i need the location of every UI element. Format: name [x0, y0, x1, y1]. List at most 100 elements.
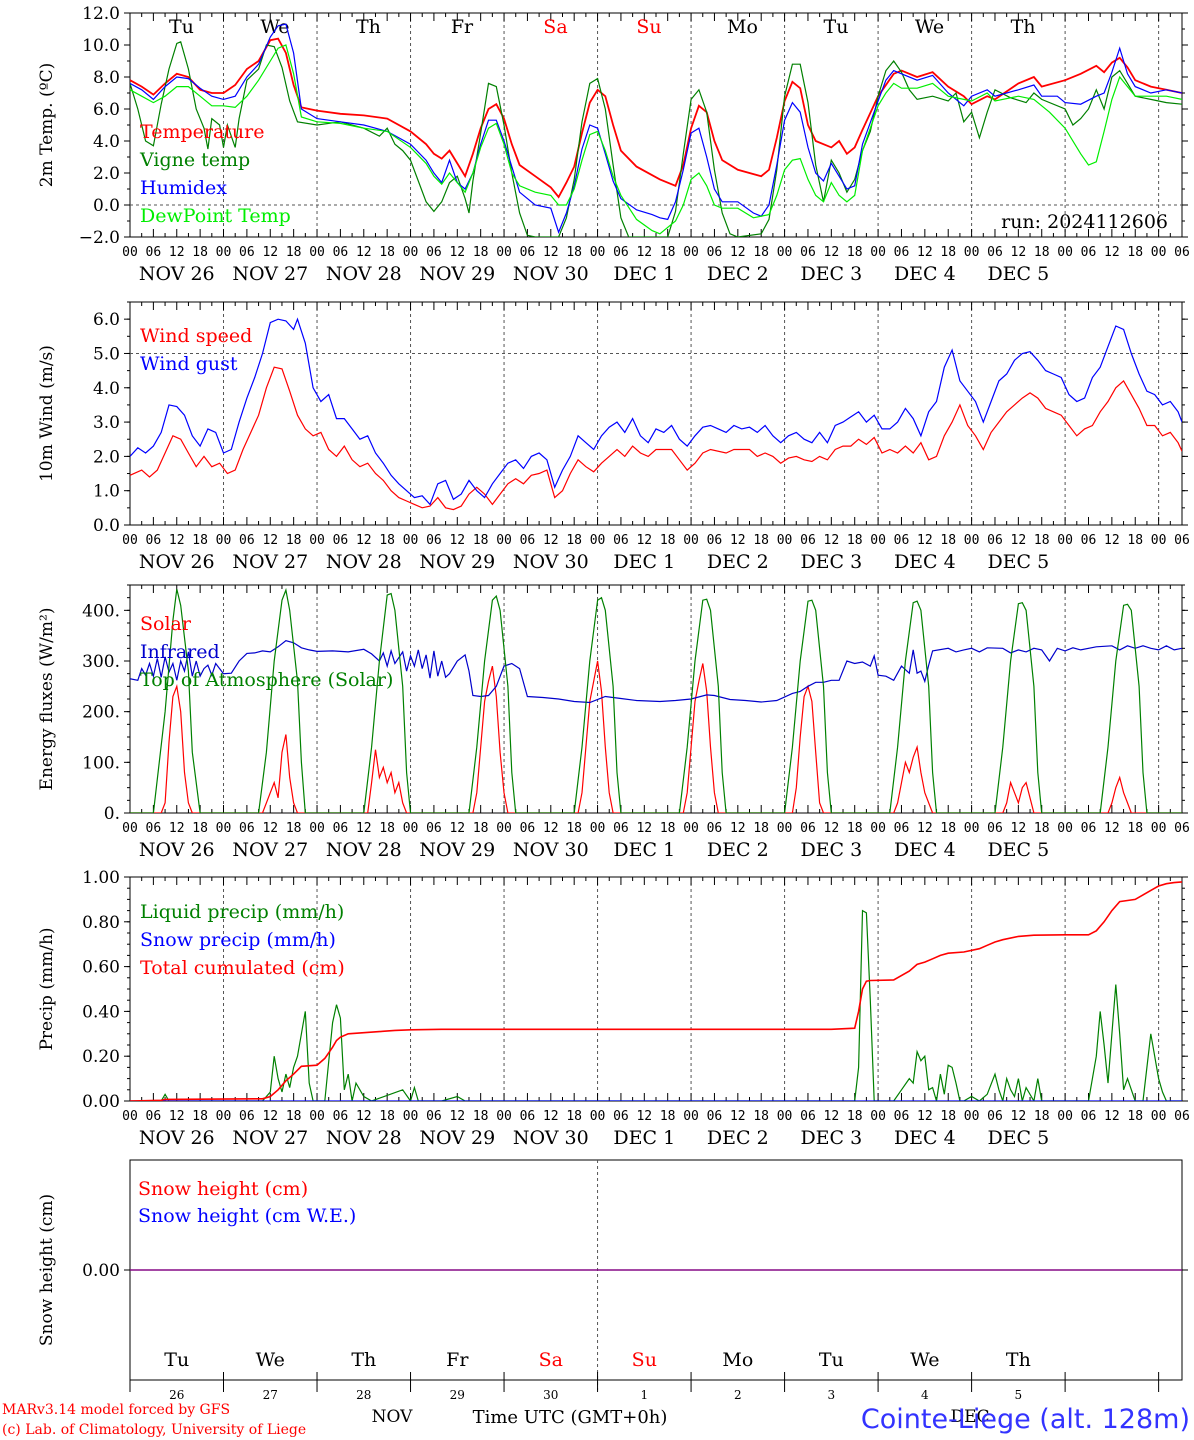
hour-tick-label: 06 — [333, 821, 349, 836]
hour-tick-label: 12 — [917, 245, 933, 260]
y-tick-label: 10.0 — [82, 36, 120, 56]
hour-tick-label: 06 — [426, 533, 442, 548]
date-label: DEC 1 — [613, 839, 675, 861]
panel-1: 12.0 10.0 8.0 6.0 4.0 2.0 0.0 −2.0 2m Temp. (ºC)… — [37, 4, 1190, 285]
hour-tick-label: 00 — [777, 533, 793, 548]
hour-tick-label: 18 — [660, 821, 676, 836]
hour-tick-label: 00 — [870, 533, 886, 548]
date-label: DEC 3 — [800, 263, 862, 285]
hour-tick-label: 06 — [146, 821, 162, 836]
panel-4: 1.00 0.80 0.60 0.40 0.20 0.00 Precip (mm/h) 00 0… — [37, 868, 1190, 1149]
hour-tick-label: 12 — [262, 1109, 278, 1124]
y-axis-title: Snow height (cm) — [37, 1194, 57, 1346]
hour-tick-label: 00 — [309, 245, 325, 260]
hour-tick-label: 00 — [777, 821, 793, 836]
hour-tick-label: 06 — [987, 245, 1003, 260]
hour-tick-label: 00 — [870, 821, 886, 836]
weekday-label: Mo — [727, 16, 758, 38]
panel-3: 400. 300. 200. 100. 0. Energy fluxes (W/m²) 00… — [37, 584, 1190, 861]
date-label: NOV 26 — [139, 1127, 215, 1149]
hour-tick-label: 00 — [496, 245, 512, 260]
date-label: NOV 28 — [326, 263, 402, 285]
hour-tick-label: 12 — [636, 1109, 652, 1124]
hour-tick-label: 12 — [169, 533, 185, 548]
series-line-infrared — [130, 640, 1182, 704]
hour-tick-label: 18 — [660, 245, 676, 260]
hour-tick-label: 00 — [122, 821, 138, 836]
hour-tick-label: 18 — [286, 245, 302, 260]
hour-tick-label: 12 — [824, 1109, 840, 1124]
hour-tick-label: 18 — [192, 245, 208, 260]
hour-tick-label: 06 — [800, 533, 816, 548]
meteogram-panels: 12.010.08.06.04.02.00.0−2.02m Temp. (ºC)… — [37, 4, 1190, 1402]
hour-tick-label: 00 — [1057, 533, 1073, 548]
hour-tick-label: 00 — [1151, 1109, 1167, 1124]
hour-tick-label: 06 — [146, 245, 162, 260]
date-label: DEC 5 — [987, 551, 1049, 573]
hour-tick-label: 18 — [940, 821, 956, 836]
hour-tick-label: 18 — [379, 821, 395, 836]
date-label: NOV 28 — [326, 1127, 402, 1149]
hour-tick-label: 06 — [987, 533, 1003, 548]
hour-tick-label: 06 — [146, 533, 162, 548]
hour-tick-label: 00 — [870, 245, 886, 260]
day-number-label: 1 — [640, 1388, 648, 1402]
legend-entry: Wind speed — [140, 325, 252, 347]
hour-tick-label: 06 — [1081, 1109, 1097, 1124]
hour-tick-label: 18 — [286, 821, 302, 836]
hour-tick-label: 06 — [613, 533, 629, 548]
hour-tick-label: 00 — [590, 821, 606, 836]
legend-entry: Wind gust — [140, 353, 238, 375]
hour-tick-label: 06 — [894, 821, 910, 836]
hour-tick-label: 00 — [683, 821, 699, 836]
y-tick-label: 0.40 — [82, 1002, 120, 1022]
weekday-label: Tu — [819, 1349, 844, 1371]
hour-tick-label: 12 — [543, 1109, 559, 1124]
hour-tick-label: 18 — [940, 533, 956, 548]
date-label: DEC 3 — [800, 1127, 862, 1149]
hour-tick-label: 12 — [1011, 245, 1027, 260]
hour-tick-label: 00 — [1057, 245, 1073, 260]
hour-tick-label: 12 — [730, 533, 746, 548]
hour-tick-label: 18 — [753, 821, 769, 836]
hour-tick-label: 00 — [870, 1109, 886, 1124]
panel-2: 6.0 5.0 4.0 3.0 2.0 1.0 0.0 10m Wind (m/s) 00 06 1… — [37, 301, 1190, 573]
date-label: NOV 27 — [232, 839, 308, 861]
hour-tick-label: 00 — [309, 1109, 325, 1124]
legend-entry: Vigne temp — [139, 149, 250, 171]
date-label: NOV 30 — [513, 551, 589, 573]
weekday-label: Tu — [164, 1349, 189, 1371]
hour-tick-label: 00 — [1151, 245, 1167, 260]
series-line-liquid-precip-mm-h- — [130, 909, 1182, 1101]
hour-tick-label: 18 — [847, 821, 863, 836]
hour-tick-label: 06 — [1081, 245, 1097, 260]
weekday-label: Sa — [543, 16, 567, 38]
hour-tick-label: 00 — [1151, 533, 1167, 548]
hour-tick-label: 06 — [707, 821, 723, 836]
hour-tick-label: 12 — [1011, 533, 1027, 548]
hour-tick-label: 18 — [379, 245, 395, 260]
hour-tick-label: 06 — [239, 533, 255, 548]
date-label: DEC 2 — [707, 1127, 769, 1149]
legend-entry: Snow height (cm W.E.) — [138, 1205, 356, 1227]
hour-tick-label: 12 — [1011, 1109, 1027, 1124]
hour-tick-label: 12 — [824, 533, 840, 548]
hour-tick-label: 00 — [590, 1109, 606, 1124]
date-label: NOV 30 — [513, 263, 589, 285]
hour-tick-label: 00 — [683, 1109, 699, 1124]
weekday-label: Sa — [539, 1349, 563, 1371]
date-label: NOV 29 — [419, 839, 495, 861]
hour-tick-label: 00 — [964, 821, 980, 836]
hour-tick-label: 18 — [566, 245, 582, 260]
y-tick-label: 5.0 — [93, 344, 120, 364]
hour-tick-label: 06 — [707, 245, 723, 260]
month-label-nov: NOV — [372, 1407, 414, 1427]
hour-tick-label: 12 — [543, 245, 559, 260]
credit-line-1: MARv3.14 model forced by GFS — [2, 1402, 230, 1418]
hour-tick-label: 06 — [520, 533, 536, 548]
hour-tick-label: 12 — [1104, 821, 1120, 836]
series-line-humidex — [130, 23, 1182, 234]
y-tick-label: 0.80 — [82, 913, 120, 933]
hour-tick-label: 06 — [333, 533, 349, 548]
